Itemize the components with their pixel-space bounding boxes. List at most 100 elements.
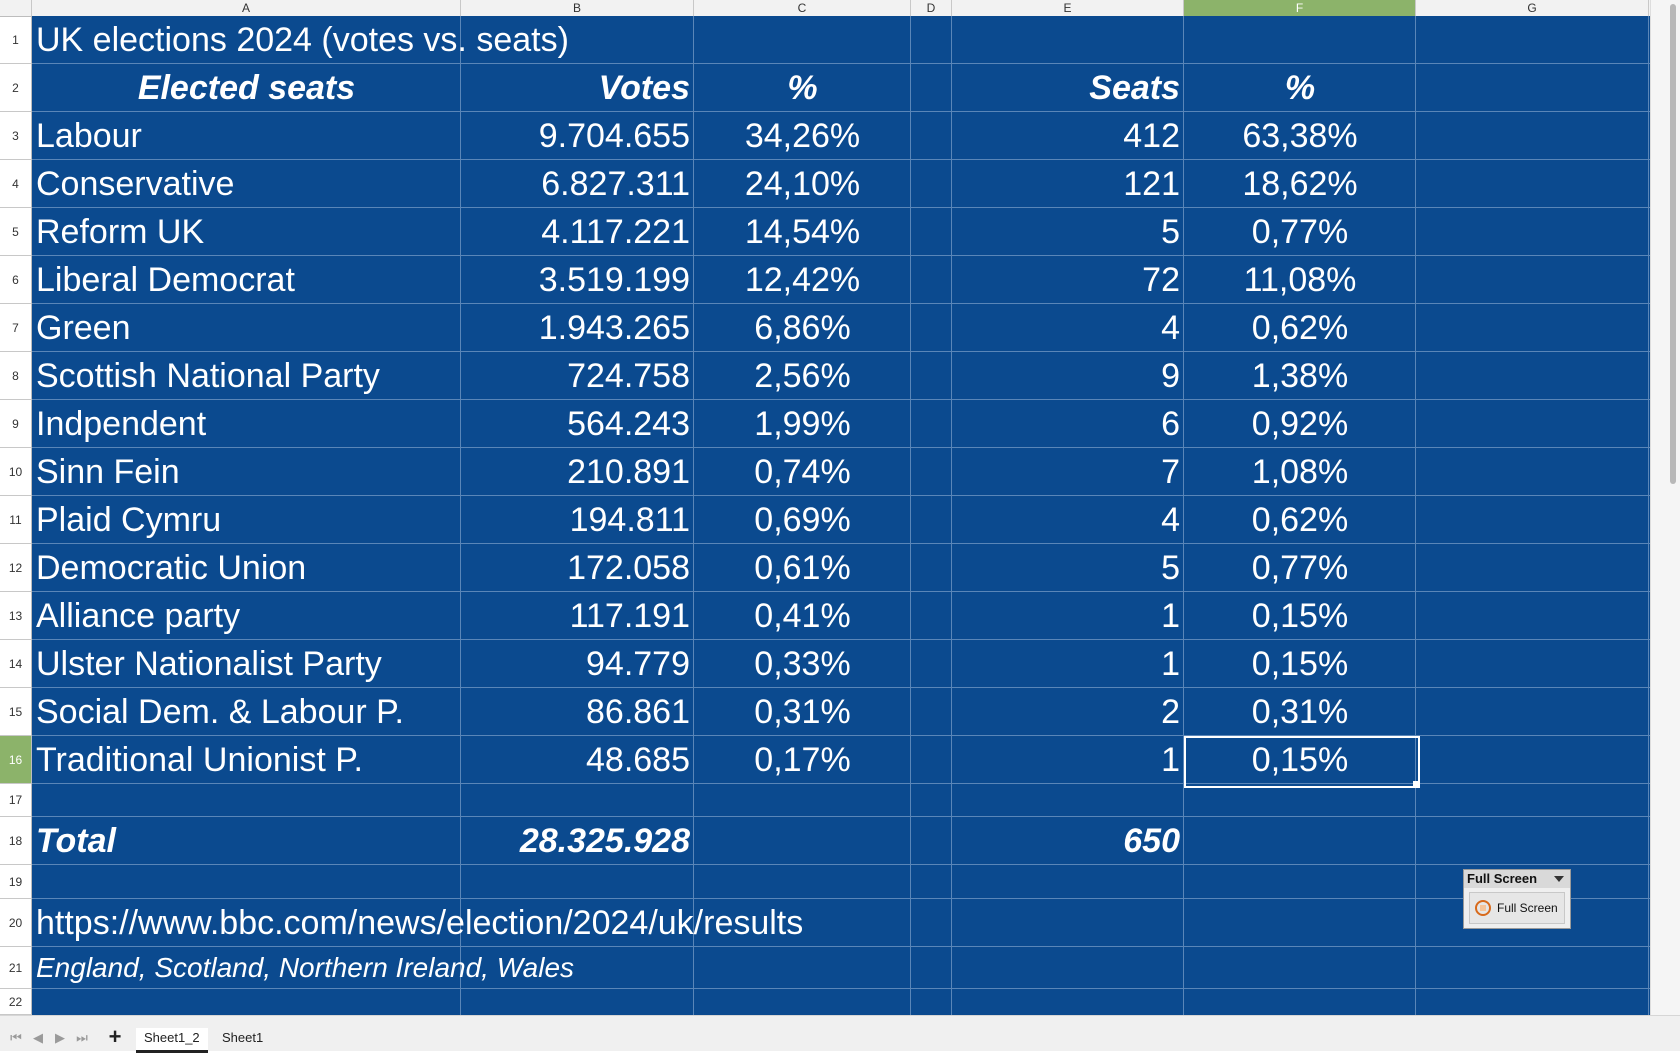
row-header-13[interactable]: 13 xyxy=(0,592,32,640)
row-header-17[interactable]: 17 xyxy=(0,784,32,817)
party-seats-cell[interactable]: 6 xyxy=(1161,404,1180,443)
party-name-cell[interactable]: Democratic Union xyxy=(36,548,307,587)
party-votes-cell[interactable]: 1.943.265 xyxy=(538,308,690,347)
vertical-scroll-thumb[interactable] xyxy=(1670,4,1676,484)
row-header-4[interactable]: 4 xyxy=(0,160,32,208)
regions-cell[interactable]: England, Scotland, Northern Ireland, Wal… xyxy=(36,952,575,983)
row-header-19[interactable]: 19 xyxy=(0,865,32,899)
fullscreen-toolbar-title[interactable]: Full Screen xyxy=(1464,870,1570,888)
row-header-12[interactable]: 12 xyxy=(0,544,32,592)
party-seats-pct-cell[interactable]: 0,15% xyxy=(1251,596,1349,635)
row-header-18[interactable]: 18 xyxy=(0,817,32,865)
party-votes-cell[interactable]: 6.827.311 xyxy=(541,164,690,203)
fullscreen-button[interactable]: Full Screen xyxy=(1469,892,1565,924)
party-votes-pct-cell[interactable]: 0,74% xyxy=(754,452,851,491)
row-header-2[interactable]: 2 xyxy=(0,64,32,112)
party-name-cell[interactable]: Alliance party xyxy=(36,596,241,635)
party-seats-pct-cell[interactable]: 0,62% xyxy=(1251,308,1349,347)
party-name-cell[interactable]: Indpendent xyxy=(36,404,207,443)
header-votes[interactable]: Votes xyxy=(598,68,690,107)
party-name-cell[interactable]: Plaid Cymru xyxy=(36,500,222,539)
party-votes-cell[interactable]: 9.704.655 xyxy=(538,116,690,155)
sheet-cells[interactable]: UK elections 2024 (votes vs. seats) Elec… xyxy=(32,16,1650,1015)
party-seats-pct-cell[interactable]: 0,77% xyxy=(1251,548,1349,587)
party-seats-pct-cell[interactable]: 0,15% xyxy=(1251,740,1349,779)
party-seats-cell[interactable]: 412 xyxy=(1123,116,1180,155)
party-seats-pct-cell[interactable]: 1,38% xyxy=(1251,356,1349,395)
party-votes-cell[interactable]: 48.685 xyxy=(586,740,690,779)
party-seats-cell[interactable]: 7 xyxy=(1161,452,1180,491)
row-header-1[interactable]: 1 xyxy=(0,16,32,64)
party-votes-cell[interactable]: 172.058 xyxy=(567,548,690,587)
party-votes-pct-cell[interactable]: 24,10% xyxy=(744,164,861,203)
column-header-a[interactable]: A xyxy=(32,0,461,16)
party-votes-pct-cell[interactable]: 0,31% xyxy=(754,692,851,731)
party-votes-pct-cell[interactable]: 14,54% xyxy=(744,212,861,251)
party-name-cell[interactable]: Social Dem. & Labour P. xyxy=(36,692,404,731)
column-header-f[interactable]: F xyxy=(1184,0,1416,16)
party-votes-pct-cell[interactable]: 0,69% xyxy=(754,500,851,539)
row-header-20[interactable]: 20 xyxy=(0,899,32,947)
party-votes-pct-cell[interactable]: 12,42% xyxy=(744,260,861,299)
party-seats-cell[interactable]: 4 xyxy=(1161,500,1180,539)
sheet-tab-sheet1-2[interactable]: Sheet1_2 xyxy=(136,1028,208,1053)
party-votes-cell[interactable]: 210.891 xyxy=(567,452,690,491)
cell-title[interactable]: UK elections 2024 (votes vs. seats) xyxy=(36,20,569,59)
column-header-d[interactable]: D xyxy=(911,0,952,16)
party-votes-cell[interactable]: 564.243 xyxy=(567,404,690,443)
total-label[interactable]: Total xyxy=(36,821,116,860)
party-votes-pct-cell[interactable]: 6,86% xyxy=(754,308,851,347)
toolbar-dropdown-icon[interactable] xyxy=(1554,876,1564,882)
party-seats-pct-cell[interactable]: 0,77% xyxy=(1251,212,1349,251)
header-seats[interactable]: Seats xyxy=(1089,68,1180,107)
row-header-6[interactable]: 6 xyxy=(0,256,32,304)
column-header-c[interactable]: C xyxy=(694,0,911,16)
party-seats-cell[interactable]: 1 xyxy=(1161,644,1180,683)
party-seats-cell[interactable]: 5 xyxy=(1161,548,1180,587)
next-sheet-icon[interactable]: ▶ xyxy=(55,1030,65,1045)
header-votes-percent[interactable]: % xyxy=(787,68,818,107)
party-votes-pct-cell[interactable]: 0,61% xyxy=(754,548,851,587)
row-header-9[interactable]: 9 xyxy=(0,400,32,448)
total-seats[interactable]: 650 xyxy=(1123,821,1180,860)
party-votes-pct-cell[interactable]: 34,26% xyxy=(744,116,861,155)
party-name-cell[interactable]: Liberal Democrat xyxy=(36,260,295,299)
party-name-cell[interactable]: Reform UK xyxy=(36,212,205,251)
party-seats-cell[interactable]: 121 xyxy=(1123,164,1180,203)
party-seats-pct-cell[interactable]: 63,38% xyxy=(1242,116,1358,155)
party-votes-cell[interactable]: 3.519.199 xyxy=(538,260,690,299)
party-seats-pct-cell[interactable]: 18,62% xyxy=(1242,164,1358,203)
party-seats-cell[interactable]: 72 xyxy=(1142,260,1180,299)
row-header-8[interactable]: 8 xyxy=(0,352,32,400)
party-name-cell[interactable]: Labour xyxy=(36,116,142,155)
row-header-21[interactable]: 21 xyxy=(0,947,32,989)
column-header-g[interactable]: G xyxy=(1416,0,1649,16)
party-seats-cell[interactable]: 1 xyxy=(1161,740,1180,779)
party-name-cell[interactable]: Conservative xyxy=(36,164,235,203)
header-elected-seats[interactable]: Elected seats xyxy=(137,68,356,107)
party-seats-pct-cell[interactable]: 0,15% xyxy=(1251,644,1349,683)
party-seats-cell[interactable]: 5 xyxy=(1161,212,1180,251)
column-header-e[interactable]: E xyxy=(952,0,1184,16)
plus-icon[interactable]: + xyxy=(108,1024,122,1049)
vertical-scrollbar[interactable] xyxy=(1650,0,1680,1015)
party-seats-cell[interactable]: 9 xyxy=(1161,356,1180,395)
row-header-22[interactable]: 22 xyxy=(0,989,32,1015)
last-sheet-icon[interactable]: ⏭ xyxy=(76,1030,88,1045)
party-votes-cell[interactable]: 4.117.221 xyxy=(541,212,690,251)
party-votes-cell[interactable]: 194.811 xyxy=(569,500,690,539)
party-votes-pct-cell[interactable]: 2,56% xyxy=(754,356,851,395)
prev-sheet-icon[interactable]: ◀ xyxy=(33,1030,43,1045)
party-votes-pct-cell[interactable]: 0,17% xyxy=(754,740,851,779)
party-name-cell[interactable]: Traditional Unionist P. xyxy=(36,740,363,779)
party-votes-pct-cell[interactable]: 1,99% xyxy=(754,404,851,443)
row-header-3[interactable]: 3 xyxy=(0,112,32,160)
row-header-14[interactable]: 14 xyxy=(0,640,32,688)
party-votes-cell[interactable]: 724.758 xyxy=(567,356,690,395)
party-name-cell[interactable]: Sinn Fein xyxy=(36,452,180,491)
total-votes[interactable]: 28.325.928 xyxy=(519,821,690,860)
party-name-cell[interactable]: Ulster Nationalist Party xyxy=(36,644,382,683)
party-seats-cell[interactable]: 4 xyxy=(1161,308,1180,347)
row-header-11[interactable]: 11 xyxy=(0,496,32,544)
party-votes-cell[interactable]: 117.191 xyxy=(569,596,690,635)
